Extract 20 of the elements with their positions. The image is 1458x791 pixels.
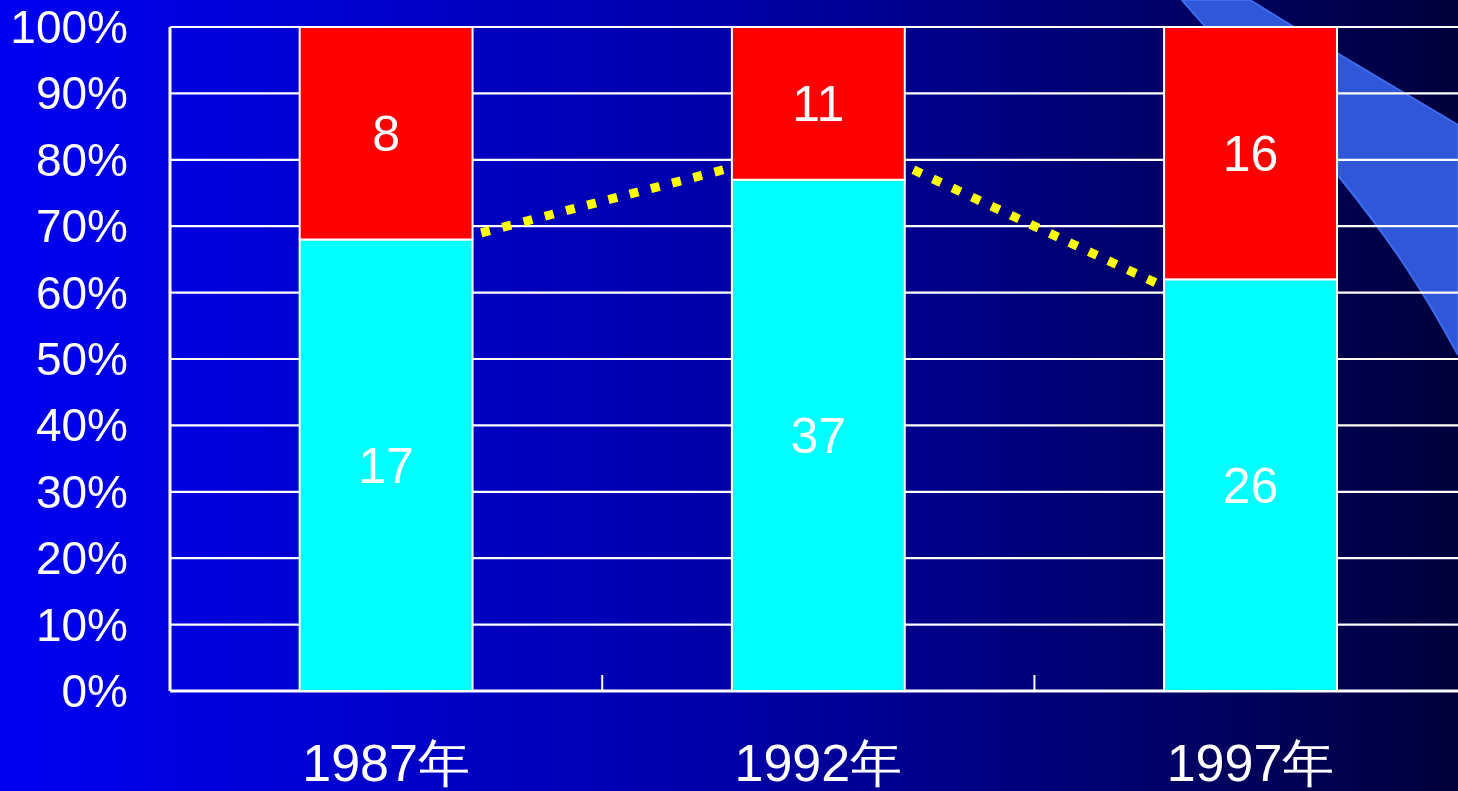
y-tick-label: 30% [35,465,128,518]
annotation: 26 [1222,458,1279,515]
y-tick-label: 80% [35,133,128,186]
y-tick-label: 40% [35,399,128,452]
x-tick-label: 1987年 [302,734,470,791]
y-tick-label: 10% [35,598,128,651]
x-tick-label: 1997年 [1166,734,1335,791]
y-tick-label: 90% [35,67,128,120]
y-tick-label: 20% [35,532,128,585]
y-tick-label: 60% [35,266,128,319]
annotation: 16 [1222,126,1279,183]
annotation: 37 [790,408,847,465]
annotation: 8 [372,106,401,163]
annotation: 17 [358,438,414,495]
y-tick-label: 50% [35,333,128,385]
x-tick-label: 1992年 [734,734,903,791]
y-tick-label: 70% [35,200,128,253]
y-tick-label: 0% [61,665,128,717]
y-tick-label: 100% [10,1,128,53]
annotation: 11 [792,76,845,133]
